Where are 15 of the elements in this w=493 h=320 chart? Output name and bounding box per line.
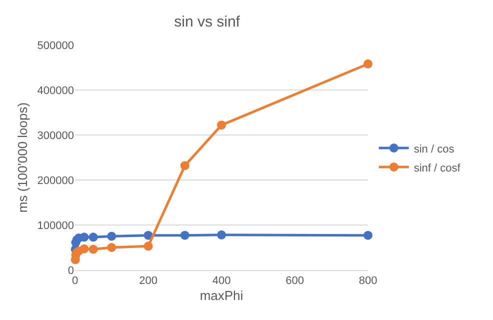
y-tick-label: 200000 <box>37 174 74 187</box>
legend-label: sinf / cosf <box>414 162 462 174</box>
x-tick-label: 600 <box>286 275 304 288</box>
y-tick-label: 400000 <box>37 84 74 97</box>
chart-title: sin vs sinf <box>174 14 241 30</box>
y-tick-label: 300000 <box>37 130 74 142</box>
x-tick-label: 400 <box>212 275 231 288</box>
y-tick-label: 0 <box>68 264 74 277</box>
y-tick-label: 100000 <box>37 220 74 232</box>
legend-label: sin / cos <box>414 143 455 156</box>
y-tick-label: 500000 <box>37 40 74 52</box>
x-tick-label: 200 <box>139 275 158 288</box>
y-axis-title: ms (100'000 loops) <box>15 102 30 213</box>
x-tick-label: 800 <box>358 275 378 288</box>
x-axis-title: maxPhi <box>200 288 244 303</box>
